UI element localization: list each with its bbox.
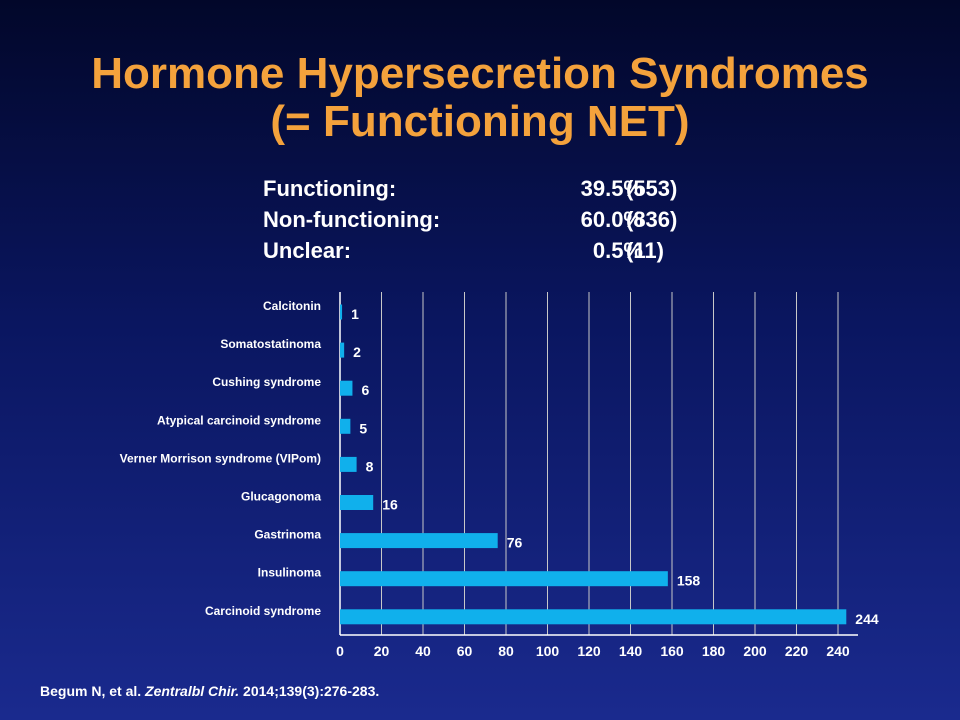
value-label: 8: [366, 458, 374, 474]
value-label: 1: [351, 306, 359, 322]
category-label: Glucagonoma: [241, 490, 321, 504]
slide-title: Hormone Hypersecretion Syndromes (= Func…: [0, 50, 960, 146]
stat-label: Non-functioning:: [263, 207, 441, 232]
category-label: Carcinoid syndrome: [205, 604, 321, 618]
stat-percent: 39.5%: [580, 176, 643, 201]
bar: [340, 609, 847, 625]
value-label: 16: [382, 497, 398, 513]
stat-row-non-functioning: Non-functioning: 60.0% (836): [263, 207, 723, 238]
bar: [340, 342, 345, 358]
value-label: 244: [855, 611, 879, 627]
x-tick-label: 40: [415, 643, 431, 659]
value-label: 76: [507, 535, 523, 551]
stat-percent: 0.5%: [592, 238, 643, 263]
citation-details: 2014;139(3):276-283.: [239, 683, 380, 699]
x-tick-label: 220: [785, 643, 809, 659]
stat-label: Functioning:: [263, 176, 397, 201]
bar: [340, 533, 498, 549]
stat-row-functioning: Functioning: 39.5% (553): [263, 176, 723, 207]
category-label: Insulinoma: [258, 566, 322, 580]
stat-row-unclear: Unclear: 0.5% (11): [263, 238, 723, 269]
title-line-1: Hormone Hypersecretion Syndromes: [91, 49, 869, 98]
value-label: 158: [677, 573, 701, 589]
category-label: Verner Morrison syndrome (VIPom): [120, 451, 321, 465]
x-tick-label: 60: [457, 643, 473, 659]
bar: [340, 380, 353, 396]
category-label: Cushing syndrome: [212, 375, 321, 389]
stat-count: (836): [626, 207, 678, 232]
citation: Begum N, et al. Zentralbl Chir. 2014;139…: [40, 683, 379, 699]
bar: [340, 456, 357, 472]
x-tick-label: 80: [498, 643, 514, 659]
category-label: Atypical carcinoid syndrome: [157, 413, 321, 427]
category-label: Calcitonin: [263, 299, 321, 313]
stat-percent: 60.0%: [580, 207, 643, 232]
citation-authors: Begum N, et al.: [40, 683, 146, 699]
x-tick-label: 200: [743, 643, 767, 659]
citation-journal: Zentralbl Chir.: [145, 683, 240, 699]
bar: [340, 304, 343, 320]
x-tick-label: 100: [536, 643, 560, 659]
horizontal-bar-chart: 0 20 40 60 80 100 120 140 160 180 200 220 240 Calcito…: [120, 292, 879, 659]
stats-table: Functioning: 39.5% (553) Non-functioning…: [263, 176, 723, 269]
x-tick-label: 240: [826, 643, 850, 659]
x-tick-label: 20: [374, 643, 390, 659]
stat-label: Unclear:: [263, 238, 352, 263]
title-line-2: (= Functioning NET): [270, 97, 690, 146]
stat-count: (11): [626, 238, 664, 263]
value-label: 2: [353, 344, 361, 360]
value-label: 6: [361, 382, 369, 398]
value-label: 5: [359, 420, 367, 436]
x-tick-label: 0: [336, 643, 344, 659]
x-tick-label: 180: [702, 643, 726, 659]
bar: [340, 571, 668, 587]
category-label: Somatostatinoma: [220, 337, 321, 351]
x-tick-label: 160: [660, 643, 684, 659]
bar: [340, 495, 374, 510]
category-label: Gastrinoma: [254, 528, 321, 542]
stat-count: (553): [626, 176, 678, 201]
x-tick-label: 120: [577, 643, 601, 659]
bar: [340, 418, 351, 434]
x-tick-label: 140: [619, 643, 643, 659]
